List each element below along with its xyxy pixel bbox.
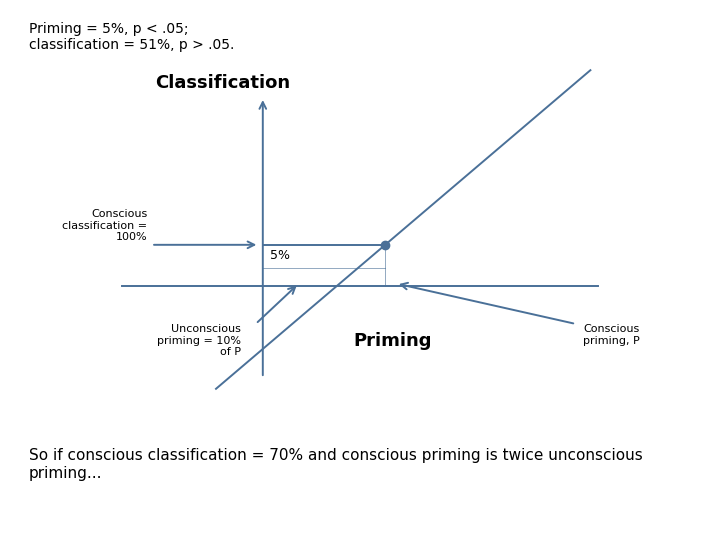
Text: So if conscious classification = 70% and conscious priming is twice unconscious
: So if conscious classification = 70% and…: [29, 448, 642, 481]
Text: Conscious
priming, P: Conscious priming, P: [583, 324, 640, 346]
Text: Priming = 5%, p < .05;
classification = 51%, p > .05.: Priming = 5%, p < .05; classification = …: [29, 22, 234, 52]
Text: Conscious
classification =
100%: Conscious classification = 100%: [63, 209, 148, 242]
Text: Classification: Classification: [155, 74, 290, 92]
Text: Unconscious
priming = 10%
of P: Unconscious priming = 10% of P: [157, 324, 241, 357]
Text: Priming: Priming: [353, 332, 432, 350]
Text: 5%: 5%: [270, 249, 290, 262]
